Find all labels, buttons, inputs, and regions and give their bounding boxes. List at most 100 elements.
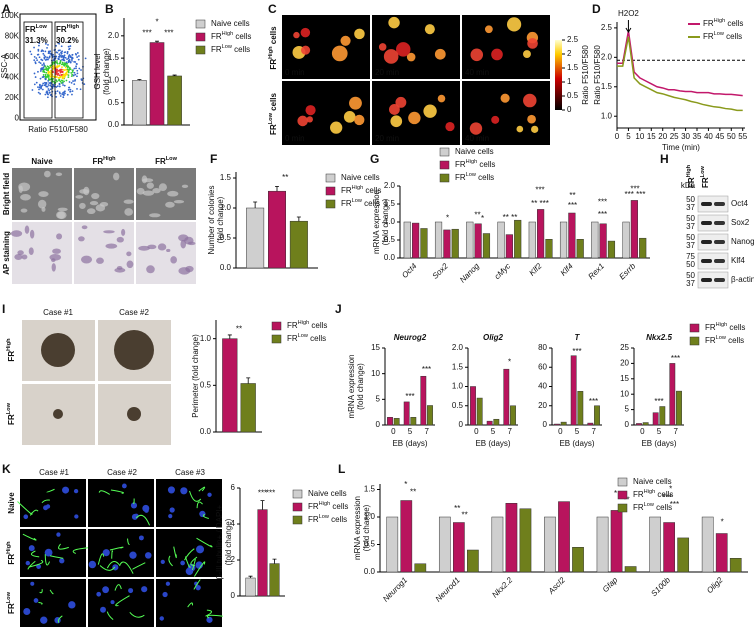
neurite [58, 543, 69, 550]
colony [147, 244, 157, 250]
colony [75, 195, 84, 199]
x-tick-label: 5 [575, 427, 580, 436]
y-axis-label: GSH level [93, 53, 102, 89]
significance: * [508, 358, 511, 367]
bar [560, 421, 567, 426]
x-axis-label: Time (min) [662, 143, 700, 152]
neurite [168, 555, 173, 567]
image [74, 168, 134, 220]
row-label: FRLow [6, 402, 16, 425]
bar [514, 219, 522, 259]
error-bar [272, 558, 277, 564]
y-tick-label: 60K [5, 52, 20, 61]
x-tick-label: 5 [491, 427, 496, 436]
y-tick-label: 5 [376, 394, 381, 403]
y-tick-label: 0 [376, 420, 381, 429]
neurite [191, 558, 196, 571]
colony [165, 201, 175, 208]
cell [343, 111, 356, 123]
error-bar [137, 79, 142, 81]
flow-dot [71, 69, 74, 72]
bar [240, 383, 256, 433]
cell [527, 114, 536, 124]
significance: * [481, 214, 484, 223]
flow-dot [29, 50, 32, 53]
nucleus [159, 616, 164, 621]
cell [388, 16, 400, 29]
flow-dot [56, 60, 58, 62]
significance: *** [535, 185, 544, 194]
flow-dot [56, 85, 59, 88]
legend-label: FRLow cells [341, 198, 380, 208]
flow-dot [38, 56, 41, 59]
error-bar [172, 74, 177, 76]
y-tick-label: 1.0 [364, 512, 376, 521]
error-bar [246, 377, 251, 384]
legend-label: FRHigh cells [633, 489, 673, 499]
flow-dot [46, 96, 49, 99]
colony [81, 225, 88, 230]
bar [132, 80, 147, 126]
colony [51, 263, 56, 272]
flow-dot [59, 61, 62, 64]
time-label: 40 min [465, 68, 489, 77]
bar [387, 417, 393, 426]
flow-dot [44, 65, 47, 68]
nucleus [180, 560, 185, 566]
colony [57, 207, 68, 212]
neurite [119, 561, 134, 574]
colony [10, 230, 23, 237]
significance: *** [598, 210, 607, 219]
y-tick-label: 1.0 [601, 111, 613, 120]
column-label: Case #3 [175, 468, 205, 477]
y-axis-label: mRNA expression [353, 496, 362, 560]
gate-value: 31.3% [25, 36, 48, 45]
kda-label: 37 [686, 279, 695, 288]
flow-dot [69, 45, 72, 47]
band [701, 202, 712, 206]
flow-dot [76, 72, 79, 75]
blot-strip [697, 271, 729, 289]
y-tick-label: 1.5 [220, 173, 232, 182]
cell [437, 94, 446, 103]
y-axis-label: Perimeter (fold change) [191, 334, 200, 418]
flow-dot [48, 82, 50, 84]
cell [491, 115, 500, 124]
chart-title: T [575, 333, 581, 342]
bar [630, 200, 638, 259]
colony [167, 190, 179, 197]
flow-dot [59, 54, 61, 57]
neurite [184, 548, 195, 561]
bar [438, 516, 451, 573]
cell [523, 50, 531, 59]
flow-dot [40, 87, 42, 90]
legend-label: FRLow cells [287, 333, 326, 343]
panel-letter: H [660, 152, 669, 166]
panel-letter: D [592, 2, 601, 16]
image [20, 479, 86, 527]
x-tick-label: 35 [693, 132, 702, 141]
flow-dot [64, 56, 67, 59]
neurite [109, 546, 124, 551]
x-tick-label: 15 [647, 132, 656, 141]
neurite [72, 547, 90, 554]
bar [599, 223, 607, 259]
flow-dot [66, 52, 69, 55]
flow-dot [48, 71, 51, 74]
bar [427, 405, 433, 426]
bar [596, 516, 609, 573]
y-tick-label: 0.5 [220, 233, 232, 242]
bar [503, 368, 510, 426]
flow-dot [57, 72, 60, 75]
significance: ** [569, 191, 575, 200]
flow-dot [66, 58, 68, 61]
colorbar-tick-label: 1 [567, 77, 572, 86]
panel-letter: E [2, 152, 10, 166]
column-label: Case #1 [43, 308, 73, 317]
flow-dot [49, 88, 52, 91]
flow-dot [48, 50, 51, 53]
flow-dot [52, 53, 55, 56]
y-tick-label: 0.0 [364, 567, 376, 576]
bar [386, 516, 399, 573]
